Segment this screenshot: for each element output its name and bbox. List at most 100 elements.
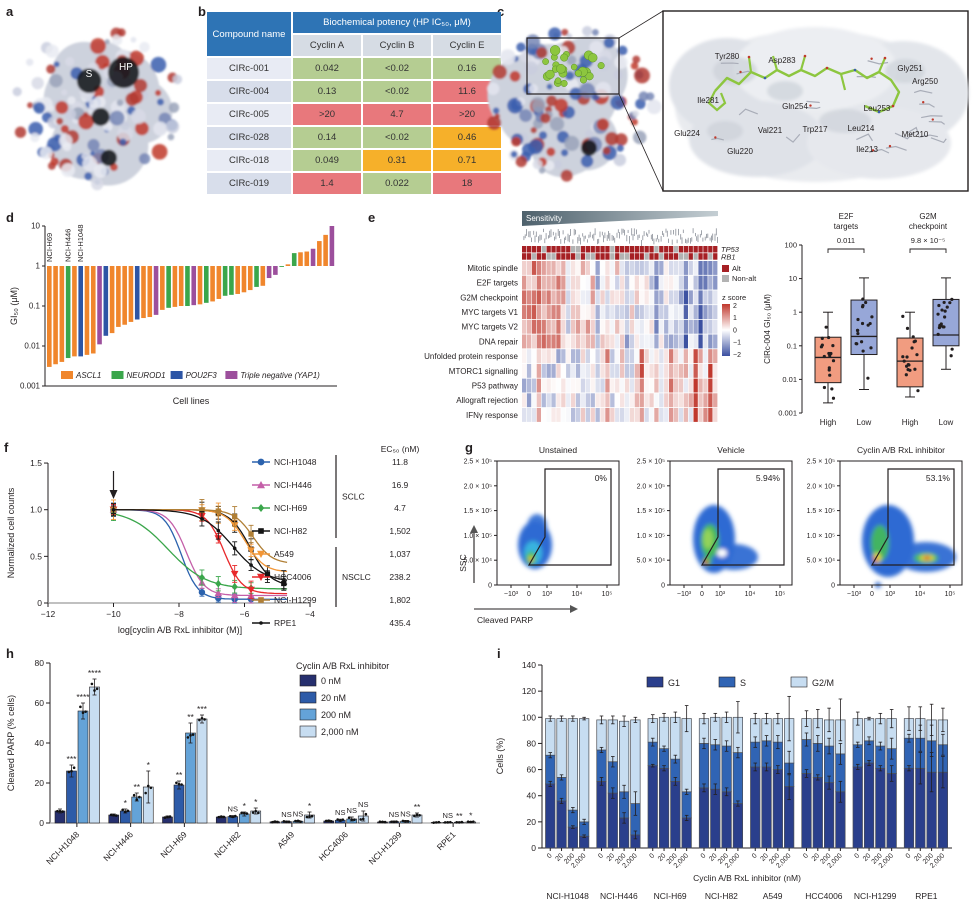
table-col-header: Cyclin A — [293, 35, 361, 56]
data-point — [95, 687, 99, 691]
flow-y-tick: 1.0 × 10⁵ — [637, 533, 665, 540]
shape — [544, 238, 546, 244]
stack-segment — [619, 720, 630, 793]
shape: CIRc-018 0.049 0.31 0.71 — [207, 150, 501, 171]
residue-label: Trp217 — [802, 125, 828, 134]
flow-x-tick: 0 — [700, 591, 704, 598]
significance-label: *** — [197, 704, 208, 714]
data-point — [338, 819, 342, 822]
x-axis-label: Cell lines — [173, 396, 210, 406]
heatmap-cell — [693, 363, 698, 378]
stack-segment — [658, 767, 670, 849]
group-label: NCI-H82 — [705, 891, 738, 901]
heatmap-cell — [580, 305, 586, 319]
shape — [738, 108, 758, 116]
heatmap-cell — [600, 305, 605, 319]
heatmap-cell — [683, 261, 688, 275]
heatmap-cell — [678, 275, 684, 290]
y-tick: 100 — [522, 712, 536, 722]
flow-x-tick: 10⁴ — [745, 591, 756, 598]
heatmap-cell — [590, 290, 595, 305]
shape — [598, 238, 600, 244]
box-point — [860, 321, 865, 326]
heatmap-cell — [580, 408, 586, 422]
heatmap-cell — [649, 408, 654, 422]
shape — [597, 62, 605, 70]
heatmap-cell — [693, 290, 698, 305]
heatmap-cell — [610, 349, 615, 364]
waterfall-bar — [216, 266, 222, 299]
heatmap-cell — [649, 393, 654, 408]
data-point — [70, 769, 73, 773]
significance-label: **** — [88, 668, 102, 678]
data-point — [149, 786, 153, 790]
shape — [526, 229, 527, 236]
gate-polygon — [870, 468, 955, 566]
data-point — [203, 718, 206, 721]
heatmap-cell — [522, 408, 527, 422]
heatmap-cell — [590, 334, 595, 349]
heatmap-cell — [654, 393, 659, 408]
stack-segment — [579, 718, 590, 823]
box-group-title: checkpoint — [909, 222, 948, 231]
stack-segment — [710, 788, 721, 849]
heatmap-cell — [546, 349, 551, 364]
flow-y-tick: 2.5 × 10⁵ — [464, 459, 492, 466]
tp53-cell — [620, 246, 625, 253]
flow-x-tick: −10³ — [847, 591, 862, 598]
heatmap-cell — [698, 275, 703, 290]
potency-value-cell: <0.02 — [363, 81, 431, 102]
shape — [681, 237, 683, 244]
shape — [165, 119, 180, 134]
group-label: NCI-H69 — [654, 891, 687, 901]
shape — [46, 64, 56, 74]
heatmap-cell — [644, 349, 649, 364]
dose-tick-label: 0 — [546, 852, 554, 860]
heatmap-cell — [693, 275, 698, 290]
data-point — [132, 793, 136, 797]
heatmap-cell — [708, 408, 713, 422]
box-point — [827, 335, 831, 340]
heatmap-cell — [615, 305, 620, 319]
stack-segment — [545, 783, 556, 849]
heatmap-cell — [541, 305, 546, 319]
shape — [510, 151, 518, 158]
shape — [561, 28, 569, 36]
shape — [613, 235, 614, 241]
parp-bar — [173, 784, 185, 824]
density-blobs — [693, 505, 758, 573]
tp53-cell — [629, 246, 635, 253]
stack-segment — [681, 791, 692, 819]
stack-segment — [772, 769, 783, 849]
rb1-cell — [629, 253, 635, 260]
heatmap-cell — [713, 261, 718, 275]
shape — [856, 133, 874, 142]
shape — [888, 144, 892, 148]
heatmap-cell — [688, 378, 693, 393]
heatmap-cell — [708, 363, 713, 378]
pocket-label-s: S — [86, 69, 93, 80]
heatmap-cell — [526, 275, 532, 290]
legend-swatch — [646, 676, 664, 688]
heatmap-cell — [536, 305, 541, 319]
heatmap-cell — [551, 334, 556, 349]
y-tick: 20 — [35, 778, 45, 788]
panel-label-e: e — [368, 210, 376, 225]
tp53-cell — [713, 246, 718, 253]
shape — [809, 104, 812, 107]
shape — [151, 143, 168, 160]
shape — [26, 58, 34, 66]
data-point — [460, 820, 464, 824]
flow-y-tick: 0 — [488, 583, 492, 590]
shape — [509, 70, 521, 82]
heatmap-cell — [654, 319, 659, 334]
shape: CIRc-005 >20 4.7 >20 — [207, 104, 501, 125]
legend-swatch — [718, 676, 736, 688]
shape — [258, 528, 264, 534]
heatmap-cell — [575, 334, 581, 349]
shape — [877, 110, 881, 114]
panel-label-a: a — [6, 4, 14, 19]
shape — [560, 239, 562, 244]
shape — [906, 126, 920, 136]
